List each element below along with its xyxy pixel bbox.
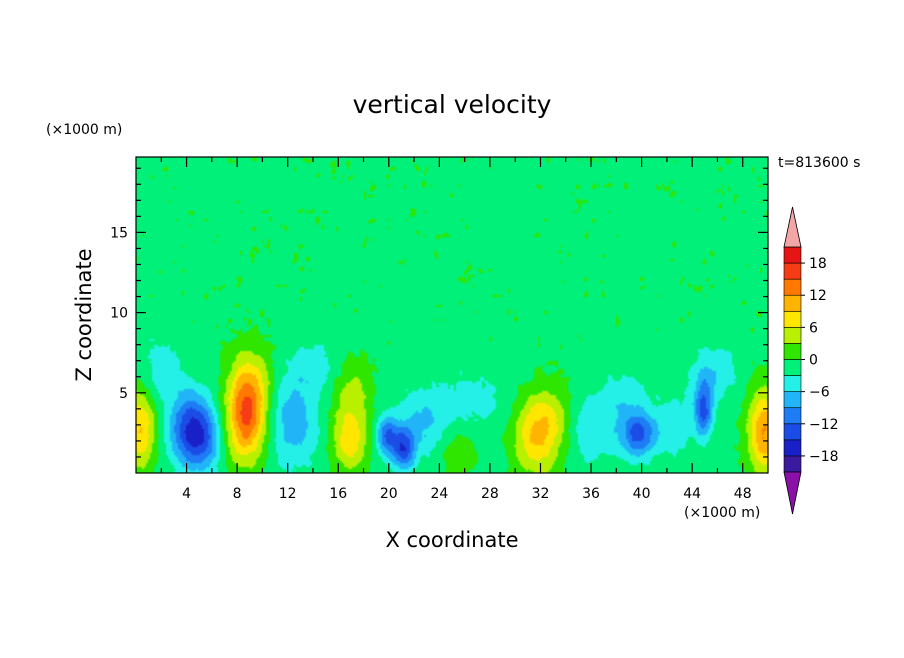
colorbar-tick-label: 0 bbox=[809, 353, 818, 369]
x-tick-label: 44 bbox=[683, 486, 701, 502]
colorbar-segment bbox=[783, 278, 802, 296]
x-tick-label: 16 bbox=[329, 486, 347, 502]
colorbar-segment bbox=[783, 327, 802, 344]
x-tick-label: 28 bbox=[481, 486, 499, 502]
x-tick-label: 4 bbox=[182, 486, 191, 502]
x-tick-label: 20 bbox=[380, 486, 398, 502]
chart-title: vertical velocity bbox=[353, 90, 552, 119]
colorbar-tick-label: 6 bbox=[809, 320, 818, 336]
colorbar-segment bbox=[783, 455, 802, 473]
colorbar-tick-label: −12 bbox=[809, 417, 839, 433]
x-axis-label: X coordinate bbox=[385, 528, 518, 552]
x-unit-label: (×1000 m) bbox=[684, 505, 760, 521]
colorbar-segment bbox=[783, 439, 802, 457]
y-unit-label: (×1000 m) bbox=[46, 122, 122, 138]
colorbar-tick-label: −6 bbox=[809, 385, 830, 401]
colorbar-segment bbox=[783, 375, 802, 392]
x-tick-label: 32 bbox=[532, 486, 550, 502]
plot-frame bbox=[135, 156, 769, 474]
y-axis-label: Z coordinate bbox=[72, 248, 96, 381]
x-tick-label: 48 bbox=[734, 486, 752, 502]
y-axis: 5 10 15 bbox=[110, 167, 768, 458]
colorbar-segment bbox=[783, 294, 802, 312]
y-tick-label: 10 bbox=[110, 306, 128, 322]
colorbar: 18 12 6 0 −6 −12 −18 bbox=[783, 206, 839, 515]
y-tick-label: 5 bbox=[119, 386, 128, 402]
x-tick-label: 36 bbox=[582, 486, 600, 502]
x-tick-label: 24 bbox=[430, 486, 448, 502]
x-axis: 4 8 12 16 20 24 28 32 36 40 44 48 bbox=[160, 157, 752, 502]
colorbar-segment bbox=[783, 407, 802, 425]
colorbar-segment bbox=[783, 423, 802, 441]
colorbar-segment bbox=[783, 391, 802, 409]
x-tick-label: 40 bbox=[633, 486, 651, 502]
colorbar-extend-high bbox=[783, 206, 802, 248]
x-tick-label: 8 bbox=[233, 486, 242, 502]
colorbar-extend-low bbox=[783, 471, 802, 515]
x-tick-label: 12 bbox=[279, 486, 297, 502]
y-tick-label: 15 bbox=[110, 225, 128, 241]
velocity-field bbox=[136, 157, 768, 473]
colorbar-segment bbox=[783, 246, 802, 264]
colorbar-segment bbox=[783, 359, 802, 376]
colorbar-segment bbox=[783, 310, 802, 328]
colorbar-segment bbox=[783, 343, 802, 360]
colorbar-tick-label: 12 bbox=[809, 288, 827, 304]
colorbar-segment bbox=[783, 262, 802, 280]
colorbar-tick-label: −18 bbox=[809, 449, 839, 465]
time-label: t=813600 s bbox=[778, 155, 860, 171]
colorbar-tick-label: 18 bbox=[809, 256, 827, 272]
